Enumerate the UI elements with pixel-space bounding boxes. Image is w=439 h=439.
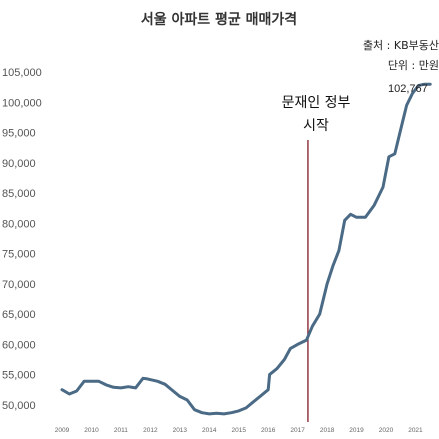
source-label: 출처 : KB부동산 — [363, 39, 439, 52]
y-tick-label: 70,000 — [2, 279, 36, 291]
unit-label: 단위 : 만원 — [388, 59, 439, 72]
y-tick-label: 50,000 — [2, 400, 36, 412]
x-tick-label: 2020 — [379, 427, 394, 434]
x-tick-label: 2013 — [173, 427, 188, 434]
x-tick-label: 2009 — [55, 427, 70, 434]
y-tick-label: 85,000 — [2, 188, 36, 200]
y-tick-label: 75,000 — [2, 249, 36, 261]
x-tick-label: 2017 — [290, 427, 305, 434]
x-axis-ticks: 2009 2010 2011 2012 2013 2014 2015 2016 2017 2018… — [55, 427, 423, 434]
event-label-line1: 문재인 정부 — [282, 95, 351, 111]
y-tick-label: 105,000 — [2, 67, 42, 79]
y-tick-label: 60,000 — [2, 339, 36, 351]
x-tick-label: 2018 — [320, 427, 335, 434]
x-tick-label: 2019 — [349, 427, 364, 434]
x-tick-label: 2014 — [202, 427, 217, 434]
event-label-line2: 시작 — [303, 118, 329, 134]
x-tick-label: 2011 — [114, 427, 128, 434]
y-tick-label: 65,000 — [2, 309, 36, 321]
y-tick-label: 100,000 — [2, 97, 42, 109]
peak-value-label: 102,767 — [388, 83, 428, 95]
y-tick-label: 80,000 — [2, 218, 36, 230]
x-tick-label: 2021 — [408, 427, 423, 434]
y-tick-label: 95,000 — [2, 128, 36, 140]
chart-title: 서울 아파트 평균 매매가격 — [141, 11, 297, 28]
x-tick-label: 2015 — [231, 427, 246, 434]
x-tick-label: 2012 — [143, 427, 158, 434]
series-line — [60, 82, 432, 416]
y-tick-label: 55,000 — [2, 370, 36, 382]
x-tick-label: 2016 — [261, 427, 276, 434]
y-axis-ticks: 50,000 55,000 60,000 65,000 70,000 75,000 80,0… — [2, 67, 42, 412]
x-tick-label: 2010 — [84, 427, 99, 434]
y-tick-label: 90,000 — [2, 158, 36, 170]
